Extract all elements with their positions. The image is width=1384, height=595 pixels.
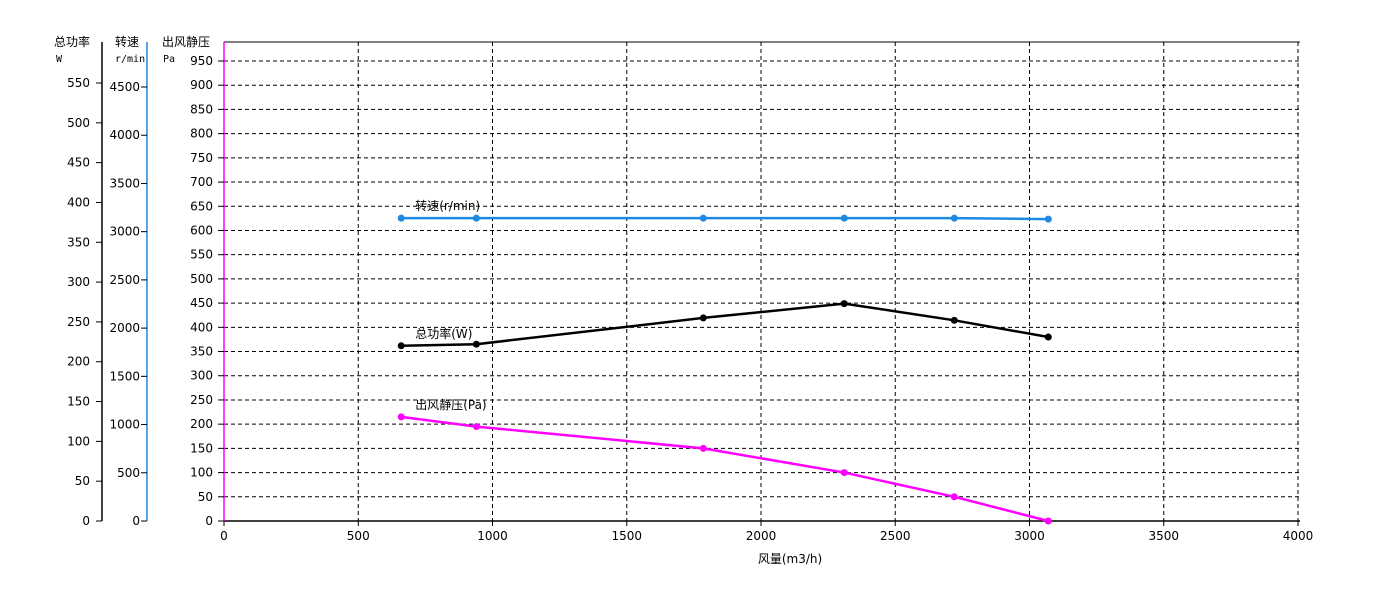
pressure-data-point	[950, 493, 958, 501]
pressure-tick-label: 900	[190, 78, 213, 92]
power-data-point	[840, 300, 848, 308]
power-tick-label: 450	[67, 156, 90, 170]
speed-tick-label: 1500	[109, 369, 140, 383]
pressure-tick-label: 650	[190, 199, 213, 213]
speed-tick-label: 2500	[109, 273, 140, 287]
x-tick-label: 1500	[611, 529, 642, 543]
speed-series-label: 转速(r/min)	[415, 198, 480, 213]
pressure-tick-label: 950	[190, 54, 213, 68]
pressure-tick-label: 50	[198, 490, 213, 504]
pressure-tick-label: 600	[190, 223, 213, 237]
pressure-tick-label: 550	[190, 248, 213, 262]
power-tick-label: 100	[67, 434, 90, 448]
speed-axis-title: 转速	[115, 34, 139, 49]
speed-tick-label: 4000	[109, 128, 140, 142]
power-tick-label: 50	[75, 474, 90, 488]
speed-data-point	[840, 214, 848, 222]
pressure-tick-label: 800	[190, 127, 213, 141]
power-tick-label: 350	[67, 235, 90, 249]
pressure-data-point	[472, 423, 480, 431]
x-tick-label: 4000	[1283, 529, 1314, 543]
x-tick-label: 0	[220, 529, 228, 543]
pressure-tick-label: 400	[190, 320, 213, 334]
power-tick-label: 250	[67, 315, 90, 329]
speed-data-point	[950, 214, 958, 222]
speed-tick-label: 4500	[109, 80, 140, 94]
x-tick-label: 500	[347, 529, 370, 543]
power-data-point	[472, 340, 480, 348]
speed-axis-unit: r/min	[115, 54, 145, 65]
power-tick-label: 0	[82, 514, 90, 528]
pressure-tick-label: 200	[190, 417, 213, 431]
grid	[224, 41, 1300, 521]
pressure-axis-unit: Pa	[163, 54, 175, 65]
power-tick-label: 400	[67, 195, 90, 209]
series: 转速(r/min) 总功率(W) 出风静压(Pa)	[397, 198, 1052, 525]
pressure-tick-label: 700	[190, 175, 213, 189]
power-data-point	[1044, 333, 1052, 341]
power-data-point	[397, 342, 405, 350]
power-tick-label: 150	[67, 395, 90, 409]
x-tick-label: 2500	[880, 529, 911, 543]
pressure-series-line	[401, 415, 1049, 523]
speed-data-point	[1044, 215, 1052, 223]
pressure-data-point	[699, 444, 707, 452]
power-data-point	[699, 314, 707, 322]
speed-tick-label: 2000	[109, 321, 140, 335]
x-tick-label: 3000	[1014, 529, 1045, 543]
pressure-data-point	[1044, 517, 1052, 525]
pressure-tick-label: 150	[190, 441, 213, 455]
speed-tick-label: 0	[132, 514, 140, 528]
pressure-tick-label: 0	[205, 514, 213, 528]
pressure-series-label: 出风静压(Pa)	[415, 398, 486, 412]
power-data-point	[950, 316, 958, 324]
speed-tick-label: 500	[117, 466, 140, 480]
power-tick-label: 300	[67, 275, 90, 289]
x-tick-label: 1000	[477, 529, 508, 543]
pressure-tick-label: 250	[190, 393, 213, 407]
power-axis-unit: W	[56, 54, 63, 65]
speed-tick-label: 1000	[109, 418, 140, 432]
x-tick-label: 3500	[1148, 529, 1179, 543]
pressure-tick-label: 100	[190, 466, 213, 480]
pressure-data-point	[397, 413, 405, 421]
pressure-axis-title: 出风静压	[162, 35, 210, 49]
speed-data-point	[472, 214, 480, 222]
power-series-line	[401, 302, 1049, 348]
power-tick-label: 550	[67, 76, 90, 90]
power-series-label: 总功率(W)	[415, 326, 472, 341]
speed-data-point	[397, 214, 405, 222]
speed-tick-label: 3500	[109, 176, 140, 190]
power-tick-label: 200	[67, 355, 90, 369]
pressure-data-point	[840, 469, 848, 477]
pressure-tick-label: 850	[190, 102, 213, 116]
pressure-tick-label: 500	[190, 272, 213, 286]
pressure-tick-label: 750	[190, 151, 213, 165]
pressure-tick-label: 350	[190, 345, 213, 359]
pressure-tick-label: 450	[190, 296, 213, 310]
x-tick-label: 2000	[746, 529, 777, 543]
axes: 0 500 1000 1500 2000 2500 3000 3500 400005010015…	[67, 42, 1313, 543]
pressure-tick-label: 300	[190, 369, 213, 383]
power-axis-title: 总功率	[54, 34, 90, 49]
speed-tick-label: 3000	[109, 225, 140, 239]
x-axis-label: 风量(m3/h)	[758, 552, 822, 566]
power-tick-label: 500	[67, 116, 90, 130]
speed-series-line	[401, 216, 1049, 221]
speed-data-point	[699, 214, 707, 222]
